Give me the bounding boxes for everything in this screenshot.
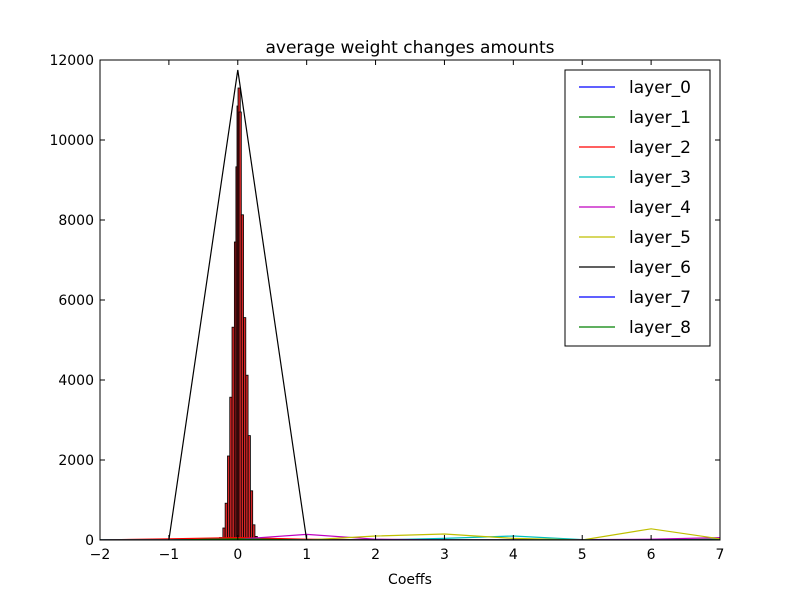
x-tick-label: 1 [302,547,311,563]
legend-label: layer_4 [629,198,691,218]
histogram-bar [224,502,228,540]
x-axis-label: Coeffs [388,572,432,588]
series-line-layer_6 [100,69,720,540]
chart-title: average weight changes amounts [266,38,555,58]
x-tick-label: 2 [371,547,380,563]
x-tick-label: 0 [233,547,242,563]
x-tick-label: −1 [159,547,180,563]
histogram-bar [247,435,251,540]
y-tick-label: 0 [85,533,94,549]
x-tick-label: 6 [647,547,656,563]
histogram-bar [231,326,235,540]
legend-label: layer_5 [629,228,691,248]
legend-box [564,69,711,347]
y-tick-label: 12000 [49,53,94,69]
axis-ticks: −2 −1 0 1 2 3 4 5 6 7 0 2000 4000 6000 8000 10000 12000 [49,53,724,563]
x-tick-label: 4 [509,547,518,563]
y-tick-label: 8000 [58,213,94,229]
legend-label: layer_3 [629,168,691,188]
histogram-bar [245,374,249,540]
legend-label: layer_6 [629,258,691,278]
legend-label: layer_2 [629,138,691,158]
legend: layer_0 layer_1 layer_2 layer_3 layer_4layer… [564,69,711,347]
x-tick-label: −2 [90,547,111,563]
series-line-layer_5 [100,528,720,540]
legend-label: layer_0 [629,78,691,98]
legend-label: layer_1 [629,108,691,128]
x-tick-label: 7 [716,547,725,563]
y-tick-label: 6000 [58,293,94,309]
legend-label: layer_8 [629,318,691,338]
x-tick-label: 5 [578,547,587,563]
legend-label: layer_7 [629,288,691,308]
y-tick-label: 10000 [49,133,94,149]
y-tick-label: 2000 [58,453,94,469]
x-tick-label: 3 [440,547,449,563]
y-tick-label: 4000 [58,373,94,389]
